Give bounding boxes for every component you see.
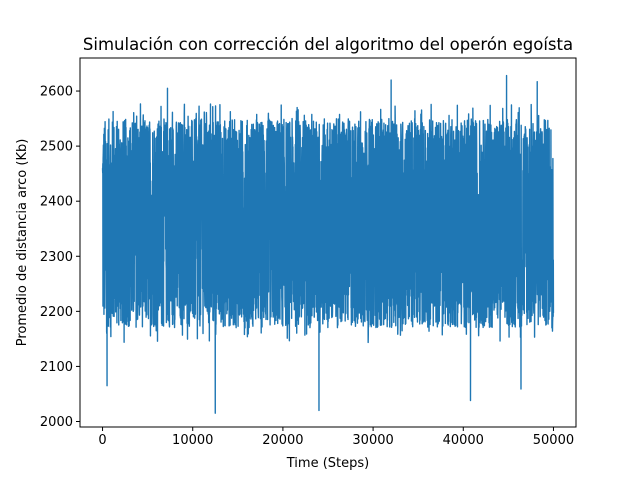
y-tick-label: 2600 <box>40 85 73 100</box>
x-tick-label: 30000 <box>352 433 393 448</box>
y-tick-label: 2300 <box>40 250 73 265</box>
x-tick-label: 20000 <box>262 433 303 448</box>
x-tick-label: 40000 <box>443 433 484 448</box>
y-tick-label: 2500 <box>40 140 73 155</box>
x-tick-label: 0 <box>98 433 106 448</box>
y-tick-label: 2000 <box>40 415 73 430</box>
x-tick-label: 50000 <box>533 433 574 448</box>
x-tick-label: 10000 <box>172 433 213 448</box>
y-tick-label: 2200 <box>40 305 73 320</box>
series-line <box>101 74 555 414</box>
y-axis: 2000 2100 2200 2300 2400 2500 2600 <box>40 85 80 430</box>
chart-title: Simulación con corrección del algoritmo … <box>83 35 573 54</box>
x-axis: 0 10000 20000 30000 40000 50000 <box>98 427 574 448</box>
y-tick-label: 2100 <box>40 360 73 375</box>
y-axis-label: Promedio de distancia arco (Kb) <box>15 139 30 347</box>
plot-frame <box>79 57 577 428</box>
plot-area <box>101 74 555 414</box>
y-tick-label: 2400 <box>40 195 73 210</box>
x-axis-label: Time (Steps) <box>286 456 369 471</box>
